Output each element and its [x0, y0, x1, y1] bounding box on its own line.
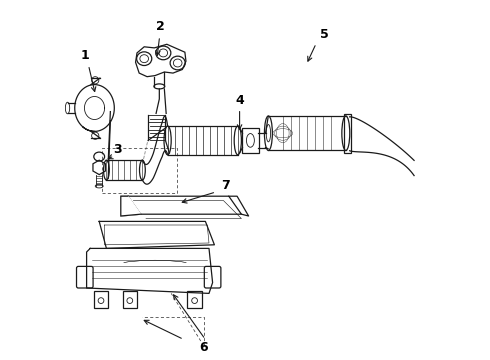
Text: 4: 4 [235, 94, 244, 107]
Text: 1: 1 [80, 49, 89, 62]
Text: 7: 7 [221, 179, 230, 192]
Text: 6: 6 [199, 341, 208, 354]
Text: 3: 3 [113, 143, 122, 156]
Text: 2: 2 [156, 21, 165, 33]
Polygon shape [121, 196, 141, 216]
Text: 5: 5 [320, 28, 329, 41]
